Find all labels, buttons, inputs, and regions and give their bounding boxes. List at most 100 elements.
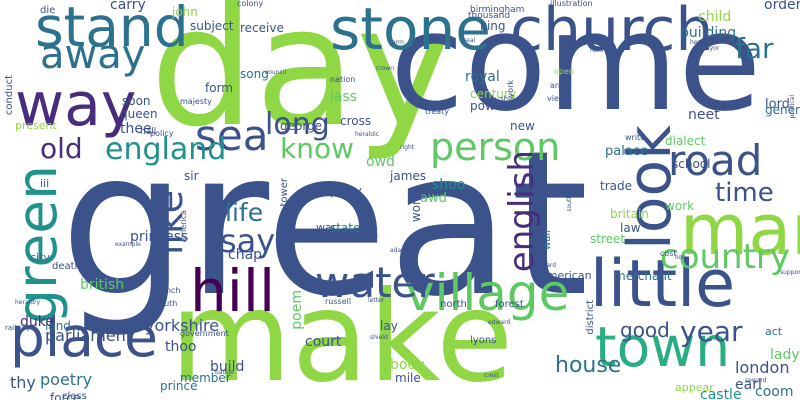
cloud-word: thoo — [165, 339, 197, 355]
cloud-word: work — [665, 199, 695, 213]
cloud-word: poem — [289, 290, 305, 330]
cloud-word: make — [170, 265, 514, 400]
cloud-word: army — [550, 81, 571, 90]
cloud-word: american — [540, 269, 592, 282]
cloud-word: cost — [660, 249, 677, 258]
cloud-word: wall — [542, 230, 553, 250]
cloud-word: stand — [35, 0, 189, 59]
cloud-word: soon — [122, 94, 151, 108]
cloud-word: duke — [20, 314, 54, 330]
cloud-word: illustration — [550, 0, 593, 8]
cloud-word: place — [10, 305, 158, 369]
cloud-word: thy — [10, 373, 36, 392]
cloud-word: stone — [330, 0, 491, 63]
cloud-word: earl — [735, 377, 762, 393]
cloud-word: order — [764, 0, 800, 13]
cloud-word: awd — [420, 191, 447, 206]
cloud-word: crown — [376, 65, 395, 72]
cloud-word: water — [315, 258, 435, 307]
cloud-word: state — [330, 221, 361, 235]
cloud-word: shoo — [432, 177, 466, 193]
cloud-word: south — [155, 299, 178, 308]
cloud-word: england — [105, 132, 227, 167]
cloud-word: trade — [600, 179, 632, 193]
cloud-word: palace — [605, 144, 648, 159]
cloud-word: iii — [40, 177, 50, 190]
cloud-word: london — [735, 358, 790, 377]
cloud-word: person — [430, 125, 561, 169]
cloud-word: thee — [120, 121, 152, 137]
cloud-word: away — [40, 32, 146, 78]
cloud-word: lass — [330, 89, 358, 105]
cloud-word: party — [330, 184, 362, 198]
cloud-word: come — [390, 0, 762, 141]
cloud-word: build — [210, 359, 245, 375]
cloud-word: country — [660, 237, 791, 277]
cloud-word: house — [555, 353, 622, 378]
cloud-word: french — [155, 286, 181, 295]
cloud-word: little — [590, 247, 736, 322]
cloud-word: queen — [120, 107, 158, 121]
cloud-word: day — [150, 0, 454, 163]
cloud-word: appear — [675, 381, 714, 394]
cloud-word: john — [172, 5, 198, 19]
cloud-word: royal — [465, 69, 500, 85]
cloud-word: sir — [184, 169, 199, 183]
cloud-word: america — [179, 210, 188, 243]
cloud-word: form — [205, 81, 233, 95]
cloud-word: henry — [690, 39, 708, 46]
cloud-word: tell — [90, 318, 116, 337]
cloud-word: die — [40, 5, 56, 16]
cloud-word: church — [510, 0, 714, 65]
cloud-word: neet — [688, 107, 720, 123]
cloud-word: crest — [484, 372, 499, 379]
cloud-word: dialect — [665, 134, 706, 148]
cloud-word: school — [672, 157, 711, 171]
cloud-word: great — [60, 108, 589, 341]
cloud-word: man — [680, 189, 800, 271]
cloud-word: ship — [500, 95, 515, 103]
cloud-word: george — [280, 119, 323, 133]
cloud-word: adams — [390, 247, 411, 254]
cloud-word: note — [590, 47, 604, 54]
cloud-word: power — [470, 99, 508, 113]
cloud-word: town — [595, 315, 731, 379]
cloud-word: mayor — [700, 45, 720, 52]
cloud-word: russell — [325, 297, 352, 306]
cloud-word: british — [80, 277, 125, 293]
cloud-word: chap — [228, 247, 263, 263]
cloud-word: life — [225, 198, 264, 227]
cloud-word: merchant — [614, 269, 672, 283]
cloud-word: road — [668, 136, 763, 185]
cloud-word: james — [390, 169, 427, 183]
cloud-word: old — [40, 132, 83, 165]
cloud-word: lord — [765, 97, 790, 112]
cloud-word: new — [510, 119, 535, 133]
cloud-word: king — [480, 19, 506, 33]
cloud-word: mile — [395, 371, 421, 385]
cloud-word: land — [45, 319, 71, 333]
cloud-word: southern — [566, 185, 573, 212]
cloud-word: body — [390, 357, 425, 373]
cloud-word: heraldry — [15, 299, 41, 306]
cloud-word: view — [547, 94, 566, 103]
cloud-word: footnote — [450, 229, 493, 240]
cloud-word: write — [625, 133, 646, 142]
cloud-word: government — [180, 329, 229, 338]
cloud-word: thousand — [468, 11, 511, 21]
cloud-word: coom — [755, 384, 794, 400]
cloud-word: tower — [279, 178, 290, 207]
cloud-word: hall — [140, 127, 157, 137]
cloud-word: member — [180, 371, 231, 385]
cloud-word: receive — [240, 21, 284, 35]
cloud-word: carry — [110, 0, 146, 13]
cloud-word: long — [265, 107, 330, 142]
cloud-word: shield — [370, 334, 388, 341]
cloud-word: subject — [190, 19, 234, 33]
cloud-word: birmingham — [470, 5, 525, 15]
cloud-word: child — [698, 9, 732, 25]
cloud-word: policy — [150, 129, 174, 138]
cloud-word: lion — [675, 254, 686, 261]
cloud-word: year — [680, 315, 743, 348]
